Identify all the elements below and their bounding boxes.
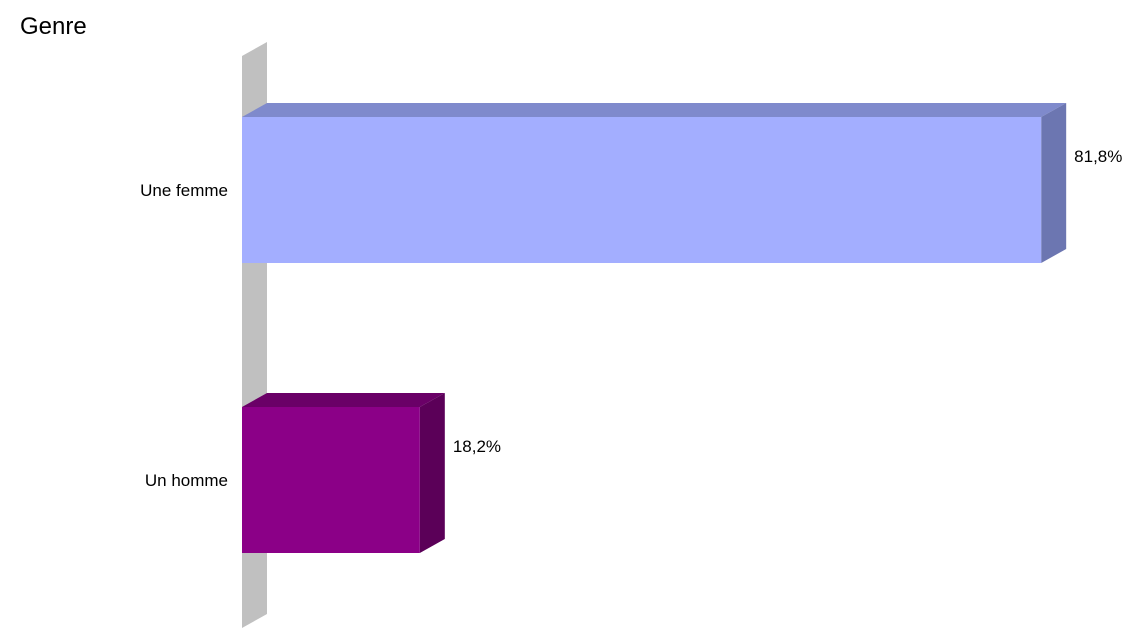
bars — [242, 103, 1067, 553]
value-label: 18,2% — [453, 437, 501, 456]
bar-side-face — [1041, 103, 1067, 263]
bar-front-face — [242, 407, 420, 553]
bar-top-face — [242, 103, 1067, 117]
category-label: Un homme — [145, 471, 228, 490]
category-labels: Une femme Un homme — [140, 181, 228, 490]
chart-title: Genre — [20, 13, 87, 40]
value-label: 81,8% — [1074, 147, 1122, 166]
bar-side-face — [419, 393, 445, 553]
value-labels: 81,8% 18,2% — [453, 147, 1123, 456]
bar-un-homme — [242, 393, 445, 553]
category-label: Une femme — [140, 181, 228, 200]
bar-front-face — [242, 117, 1042, 263]
bar-top-face — [242, 393, 445, 407]
bar-une-femme — [242, 103, 1067, 263]
